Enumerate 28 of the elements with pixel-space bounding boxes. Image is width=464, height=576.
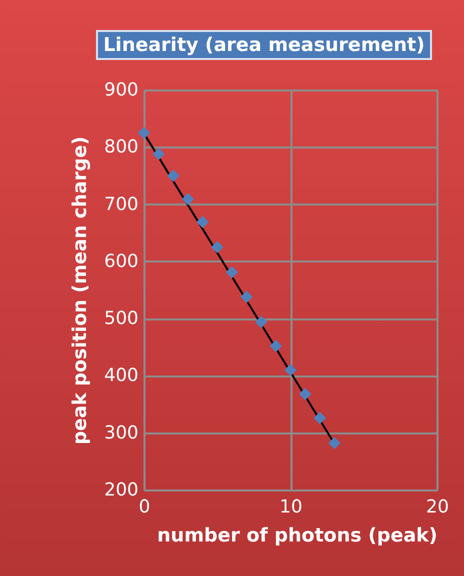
point <box>138 126 150 139</box>
point <box>240 290 253 303</box>
y-tick-label: 600 <box>104 250 138 272</box>
point <box>270 340 282 352</box>
x-tick-label: 20 <box>426 496 449 518</box>
point <box>211 241 224 254</box>
y-tick-label: 200 <box>104 480 138 500</box>
point <box>182 193 194 206</box>
x-tick-label: 0 <box>138 496 150 518</box>
y-axis-title: peak position (mean charge) <box>69 136 92 445</box>
chart-title: Linearity (area measurement) <box>96 30 432 60</box>
y-tick-label: 500 <box>104 308 138 330</box>
y-tick-label: 300 <box>104 422 138 444</box>
point <box>255 316 268 328</box>
point <box>167 170 180 182</box>
point <box>196 216 209 228</box>
y-tick-label: 900 <box>104 80 138 100</box>
x-axis-title: number of photons (peak) <box>157 524 438 546</box>
point <box>328 437 341 450</box>
point <box>314 412 326 424</box>
x-tick-label: 10 <box>280 496 302 518</box>
point <box>152 148 165 160</box>
y-tick-label: 400 <box>104 365 138 386</box>
y-tick-label: 800 <box>104 136 138 158</box>
point <box>226 266 238 278</box>
y-tick-label: 700 <box>104 194 138 215</box>
point <box>299 388 312 400</box>
point <box>284 364 297 376</box>
